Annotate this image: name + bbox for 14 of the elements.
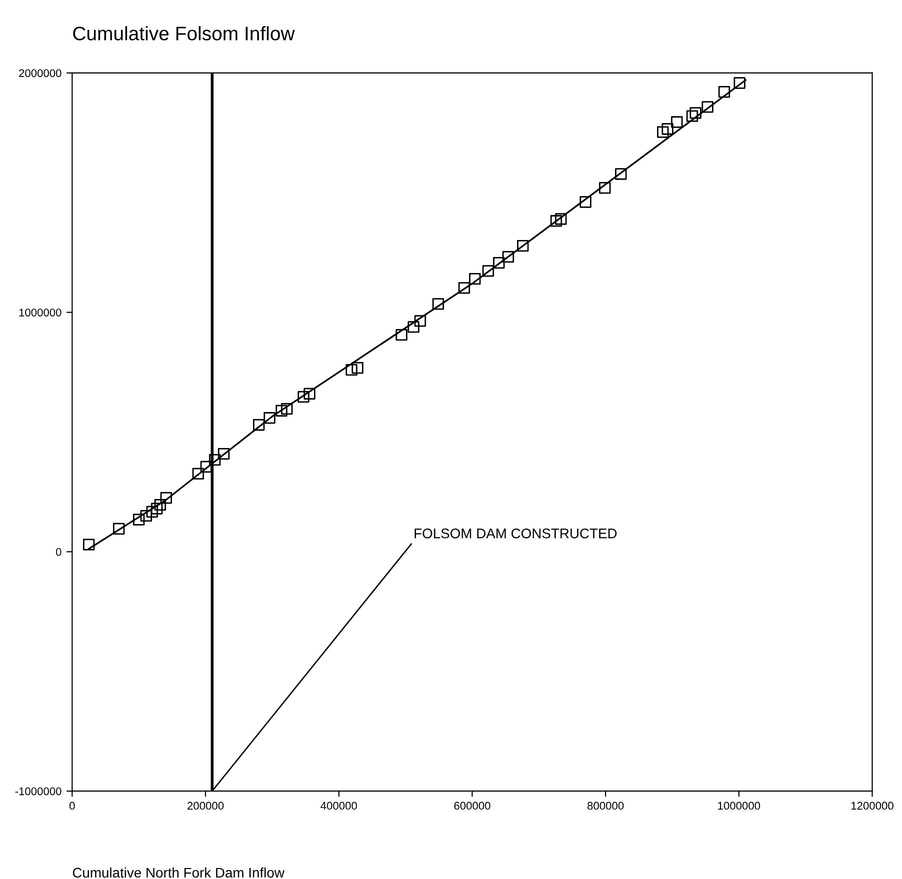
x-tick-label: 1200000: [851, 802, 894, 810]
y-tick-label: 1000000: [19, 308, 62, 316]
y-axis-title: Cumulative Folsom Inflow: [73, 26, 295, 40]
x-tick-label: 1000000: [718, 802, 760, 810]
x-tick-label: 0: [70, 802, 75, 810]
y-tick-label: -1000000: [15, 787, 62, 796]
x-tick-label: 800000: [587, 802, 624, 810]
x-axis-title: Cumulative North Fork Dam Inflow: [72, 867, 284, 878]
x-tick-label: 200000: [188, 802, 224, 810]
y-tick-label: 2000000: [19, 69, 62, 78]
x-tick-label: 600000: [454, 802, 490, 810]
x-tick-label: 400000: [320, 802, 357, 810]
annotation: FOLSOM DAM CONSTRUCTED: [414, 528, 617, 538]
y-tick-label: 0: [56, 548, 62, 556]
